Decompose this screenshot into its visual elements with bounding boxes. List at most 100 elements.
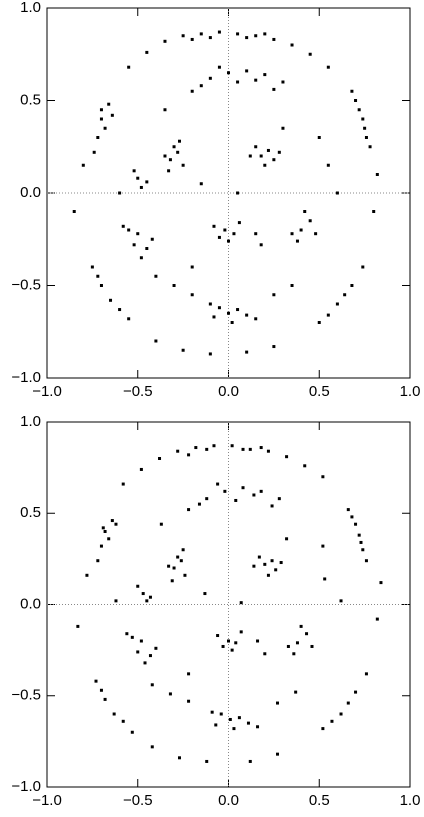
point <box>364 672 368 676</box>
point <box>245 350 249 354</box>
point <box>241 447 245 451</box>
point <box>256 725 260 729</box>
point <box>212 444 216 448</box>
point <box>99 284 103 287</box>
point <box>176 449 180 453</box>
point <box>266 449 270 453</box>
point <box>230 444 234 448</box>
point <box>346 508 350 512</box>
point <box>187 672 191 676</box>
y-tick-label: 0.5 <box>20 91 41 108</box>
point <box>99 688 103 692</box>
point <box>245 313 249 317</box>
point <box>219 712 223 716</box>
point <box>217 306 221 310</box>
point <box>125 632 129 636</box>
point <box>145 599 149 603</box>
point <box>364 559 368 563</box>
point <box>208 76 212 80</box>
y-tick-label: −1.0 <box>11 369 41 386</box>
point <box>357 108 361 112</box>
point <box>263 32 267 36</box>
point <box>263 163 267 167</box>
point <box>272 293 276 297</box>
point <box>181 163 185 167</box>
point <box>132 243 136 247</box>
point <box>210 710 214 714</box>
point <box>259 243 263 247</box>
x-tick-label: 0.5 <box>309 792 330 809</box>
point <box>295 641 299 645</box>
y-tick-label: 1.0 <box>20 413 41 430</box>
point <box>350 89 354 93</box>
point <box>190 37 194 41</box>
point <box>197 502 201 506</box>
point <box>205 447 209 451</box>
point <box>335 302 339 306</box>
point <box>127 65 131 69</box>
point <box>236 32 240 36</box>
point <box>208 302 212 306</box>
point <box>286 644 290 648</box>
point <box>236 80 240 84</box>
point <box>254 145 258 149</box>
point <box>127 317 131 321</box>
point <box>203 592 207 596</box>
point <box>263 652 267 656</box>
point <box>241 486 245 490</box>
point <box>308 219 312 223</box>
point <box>118 308 122 312</box>
point <box>150 683 154 687</box>
point <box>232 727 236 731</box>
point <box>237 716 241 720</box>
x-tick-label: −1.0 <box>32 792 62 809</box>
point <box>239 630 243 634</box>
point <box>99 544 103 548</box>
point <box>290 43 294 47</box>
point <box>99 108 103 112</box>
point <box>303 464 307 468</box>
point <box>130 730 134 734</box>
x-tick-label: 1.0 <box>400 383 421 400</box>
point <box>154 274 158 278</box>
point <box>277 150 281 154</box>
point <box>364 136 368 139</box>
point <box>183 573 187 577</box>
point <box>317 136 321 139</box>
point <box>112 712 116 716</box>
point <box>190 89 194 93</box>
point <box>359 540 363 544</box>
point <box>130 635 134 639</box>
point <box>363 126 367 130</box>
point <box>234 641 238 645</box>
point <box>109 298 113 302</box>
point <box>154 339 158 343</box>
y-tick-label: 1.0 <box>20 0 41 16</box>
point <box>199 32 203 36</box>
x-tick-label: −0.5 <box>123 792 153 809</box>
point <box>326 163 330 167</box>
point <box>136 176 140 180</box>
point <box>230 648 234 652</box>
point <box>339 599 343 603</box>
y-tick-label: 0.0 <box>20 595 41 612</box>
point <box>148 595 152 599</box>
point <box>321 475 325 479</box>
point <box>187 699 191 703</box>
point <box>150 237 154 241</box>
point <box>172 145 176 149</box>
point <box>139 467 143 471</box>
point <box>259 154 263 158</box>
point <box>230 321 234 324</box>
point <box>103 126 107 130</box>
point <box>199 182 203 186</box>
point <box>227 239 230 243</box>
point <box>285 537 289 541</box>
x-tick-label: 0.5 <box>309 383 330 400</box>
point <box>350 515 354 519</box>
point <box>121 719 125 723</box>
point <box>96 136 100 139</box>
point <box>368 145 372 149</box>
point <box>290 232 294 236</box>
